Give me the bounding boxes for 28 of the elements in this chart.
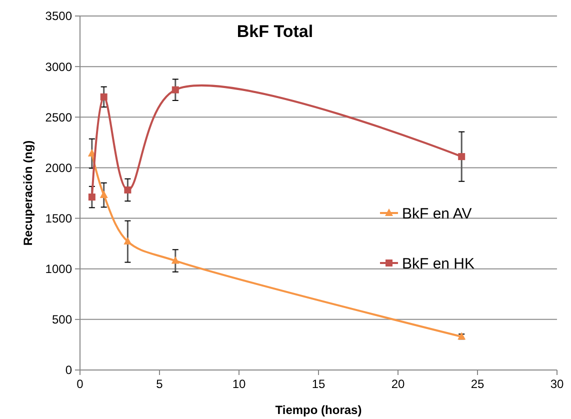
y-tick-label: 2500: [45, 110, 72, 124]
x-tick-label: 30: [550, 377, 564, 391]
point: [88, 194, 96, 201]
x-tick-label: 15: [312, 377, 326, 391]
y-tick-label: 2000: [45, 160, 72, 175]
legend-label: BkF en HK: [402, 255, 475, 272]
point: [458, 153, 466, 160]
y-tick-label: 0: [65, 363, 72, 378]
chart-title: BkF Total: [236, 22, 314, 41]
x-tick-label: 0: [76, 377, 84, 391]
x-tick-label: 10: [232, 377, 246, 391]
point: [172, 86, 179, 94]
x-tick-label: 5: [156, 377, 164, 391]
point: [100, 190, 108, 198]
y-tick-label: 500: [52, 312, 72, 327]
point: [100, 93, 108, 100]
point: [124, 186, 132, 194]
x-axis-title: Tiempo (horas): [275, 403, 362, 417]
y-tick-label: 3500: [45, 9, 72, 24]
point: [124, 237, 132, 245]
legend-label: BkF en AV: [402, 205, 472, 222]
point: [171, 256, 180, 264]
y-tick-label: 1500: [45, 211, 72, 226]
x-tick-label: 25: [470, 377, 484, 391]
y-axis-title: Recuperación (ng): [21, 140, 35, 246]
y-tick-label: 3000: [45, 60, 72, 74]
x-tick-label: 20: [391, 377, 405, 391]
y-tick-label: 1000: [45, 262, 72, 276]
